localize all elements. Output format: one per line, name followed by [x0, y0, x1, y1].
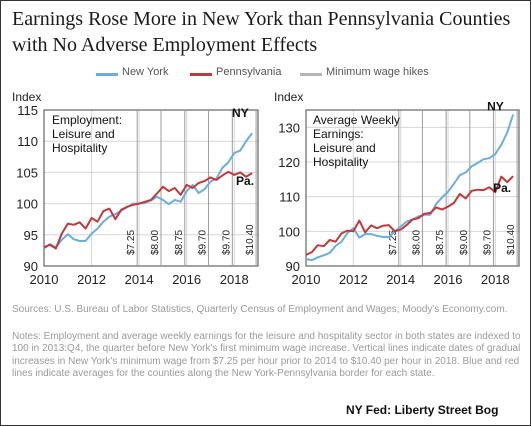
panel-1-y-tick-label-2: 110 [279, 190, 300, 205]
panel-0-y-tick-label-3: 105 [16, 165, 38, 180]
panel-1-y-tick-label-0: 90 [286, 259, 300, 274]
legend-swatch-new-york [96, 73, 118, 76]
chart-title: Earnings Rose More in New York than Penn… [12, 6, 522, 58]
legend-swatch-minimum-wage-hikes [300, 73, 322, 76]
legend-label-pennsylvania: Pennsylvania [216, 66, 282, 78]
panel-1-minimum-wage-label-3: $9.00 [459, 230, 470, 255]
panel-0-x-tick-label-3: 2016 [172, 272, 201, 287]
sources-footnote: Sources: U.S. Bureau of Labor Statistics… [12, 304, 508, 315]
panel-1-plot-frame [305, 109, 520, 267]
panel-0-panel-title-line-0: Employment: [52, 113, 122, 127]
legend-label-new-york: New York [122, 66, 169, 78]
legend-swatch-pennsylvania [190, 73, 212, 76]
panel-1-series-line-pennsylvania [305, 175, 514, 256]
panel-0-panel-title-line-2: Hospitality [52, 141, 107, 155]
panel-1-x-tick-label-3: 2016 [434, 272, 463, 287]
panel-1-minimum-wage-label-1: $8.00 [411, 230, 422, 255]
panel-1-minimum-wage-label-2: $8.75 [435, 230, 446, 255]
panel-0-panel-title-line-1: Leisure and [52, 127, 115, 141]
title-line-2: with No Adverse Employment Effects [12, 34, 318, 56]
panel-0-plot-frame [43, 109, 259, 267]
left-panel-y-axis-label: Index [12, 90, 42, 104]
panel-0-y-tick-label-4: 110 [17, 134, 38, 149]
panel-0-minimum-wage-label-0: $7.25 [126, 230, 137, 255]
panel-1-panel-title-line-0: Average Weekly [313, 113, 400, 127]
panel-1-x-tick-label-1: 2012 [339, 272, 368, 287]
panel-0-y-tick-label-5: 115 [17, 103, 38, 118]
legend-label-minimum-wage-hikes: Minimum wage hikes [326, 66, 429, 78]
title-line-1: Earnings Rose More in New York than Penn… [12, 8, 511, 30]
panel-1-minimum-wage-label-4: $9.70 [482, 230, 493, 255]
notes-footnote: Notes: Employment and average weekly ear… [12, 331, 521, 380]
panel-0-y-tick-label-2: 100 [16, 197, 38, 212]
panel-1-minimum-wage-label-0: $7.25 [388, 230, 399, 255]
panel-1-y-tick-label-1: 100 [278, 224, 300, 239]
panel-0-x-tick-label-2: 2014 [125, 272, 154, 287]
panel-1-series-end-label-1: Pa. [493, 181, 511, 195]
panel-0-x-tick-label-1: 2012 [77, 272, 106, 287]
panel-0-y-tick-label-1: 95 [24, 228, 38, 243]
panel-0-minimum-wage-label-1: $8.00 [150, 230, 161, 255]
panel-1-y-tick-label-3: 120 [278, 155, 300, 170]
source-credit: NY Fed: Liberty Street Bog [346, 403, 499, 417]
panel-0-x-tick-label-4: 2018 [220, 272, 249, 287]
panel-1-y-tick-label-4: 130 [278, 120, 300, 135]
panel-1-x-tick-label-2: 2014 [386, 272, 415, 287]
panel-1-panel-title-line-1: Earnings: [313, 127, 364, 141]
panel-1-x-tick-label-4: 2018 [481, 272, 510, 287]
panel-0-series-end-label-0: NY [232, 106, 249, 120]
panel-1-minimum-wage-label-5: $10.40 [506, 224, 517, 255]
right-panel-y-axis-label: Index [274, 90, 304, 104]
panel-0-minimum-wage-label-4: $9.70 [221, 230, 232, 255]
panel-0-minimum-wage-label-2: $8.75 [174, 230, 185, 255]
panel-0-series-end-label-1: Pa. [236, 174, 254, 188]
panel-0-minimum-wage-label-3: $9.70 [198, 230, 209, 255]
panel-1-panel-title-line-3: Hospitality [313, 155, 368, 169]
panel-1-x-tick-label-0: 2010 [292, 272, 321, 287]
panel-1-series-line-new-york [305, 114, 515, 262]
panel-0-minimum-wage-label-5: $10.40 [245, 224, 256, 255]
panel-0-x-tick-label-0: 2010 [30, 272, 59, 287]
panel-1-series-end-label-0: NY [487, 100, 504, 114]
panel-0-series-line-pennsylvania [43, 170, 253, 250]
panel-0-y-tick-label-0: 90 [24, 259, 38, 274]
panel-1-panel-title-line-2: Leisure and [313, 141, 376, 155]
